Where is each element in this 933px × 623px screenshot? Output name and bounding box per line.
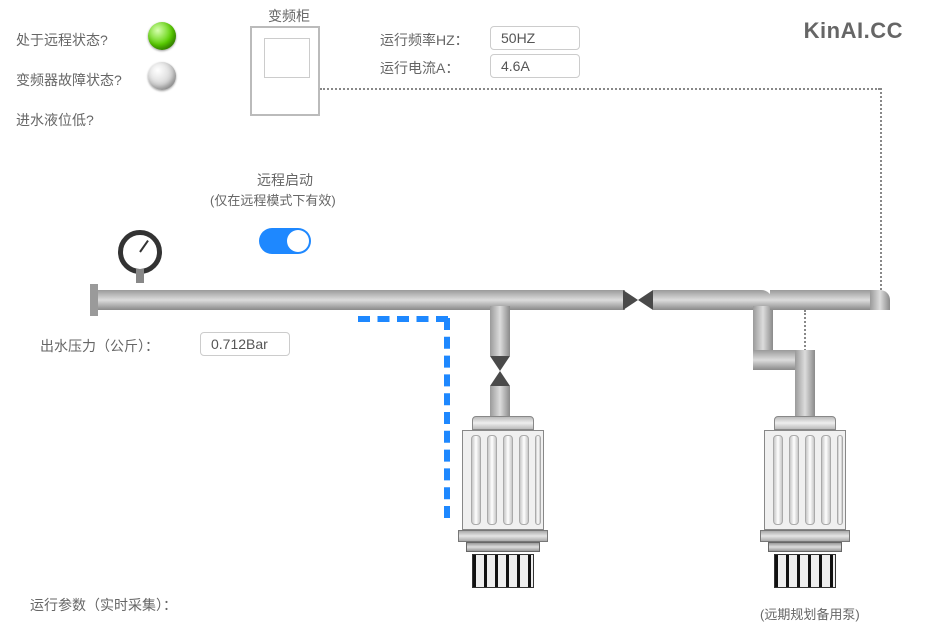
fault-status-label: 变频器故障状态? <box>16 70 122 90</box>
lowlevel-status-label: 进水液位低? <box>16 110 94 130</box>
pipe-down-right <box>753 306 773 352</box>
fault-status-led <box>148 62 176 90</box>
remote-start-toggle-label: 远程启动 <box>257 170 313 190</box>
standby-pump-label: (远期规划备用泵) <box>760 604 860 623</box>
pipe-end-right <box>870 290 890 310</box>
outlet-pressure-label: 出水压力（公斤）： <box>40 336 159 356</box>
flow-indicator-h <box>358 316 448 322</box>
outlet-pressure-value: 0.712Bar <box>200 332 290 356</box>
main-pipe-far-right <box>770 290 880 310</box>
pump-2-icon <box>760 416 850 588</box>
runtime-params-label: 运行参数（实时采集）： <box>30 595 177 615</box>
vfd-cabinet-icon <box>250 26 320 116</box>
main-pipe-endcap <box>90 284 98 316</box>
pump-1-icon <box>458 416 548 588</box>
pipe-tee-to-pump1 <box>490 306 510 356</box>
remote-status-led <box>148 22 176 50</box>
run-current-value: 4.6A <box>490 54 580 78</box>
vfd-cabinet-title: 变频柜 <box>268 6 310 26</box>
remote-start-toggle-note: (仅在远程模式下有效) <box>210 190 336 209</box>
remote-status-label: 处于远程状态? <box>16 30 108 50</box>
flow-indicator-v <box>444 318 450 518</box>
run-frequency-label: 运行频率HZ： <box>380 30 469 50</box>
main-pipe <box>95 290 625 310</box>
main-line-valve-icon <box>623 290 653 310</box>
vfd-signal-line-v <box>880 88 882 290</box>
run-frequency-value: 50HZ <box>490 26 580 50</box>
pipe-to-pump2-v <box>795 350 815 418</box>
run-current-label: 运行电流A： <box>380 58 459 78</box>
pipe-pump1-inlet <box>490 386 510 418</box>
pump1-valve-icon <box>490 356 510 386</box>
remote-start-toggle[interactable] <box>259 228 311 254</box>
pressure-gauge-icon <box>118 230 162 274</box>
brand-logo: KinAI.CC <box>804 18 903 44</box>
main-pipe-right <box>653 290 753 310</box>
vfd-signal-line-h <box>320 88 880 90</box>
